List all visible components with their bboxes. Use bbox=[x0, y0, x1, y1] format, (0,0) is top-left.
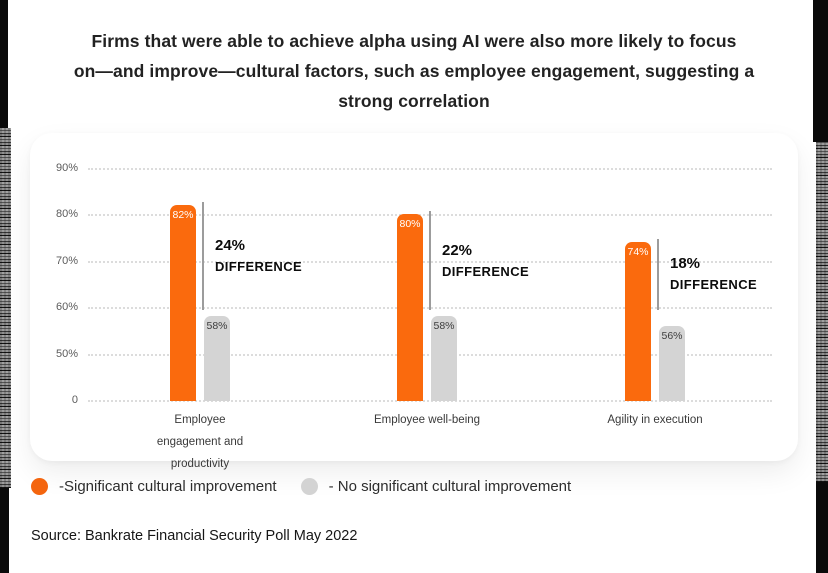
legend-label-no-significant: - No significant cultural improvement bbox=[328, 478, 572, 495]
bar-value-label: 56% bbox=[661, 329, 683, 342]
gridline bbox=[88, 167, 772, 170]
difference-value: 18% bbox=[670, 255, 701, 273]
chart-title-line-1: Firms that were able to achieve alpha us… bbox=[91, 31, 737, 51]
difference-value: 22% bbox=[442, 241, 473, 259]
photo-edge-left-grain bbox=[0, 128, 11, 488]
y-axis-tick-label: 70% bbox=[55, 254, 78, 267]
photo-edge-left-top bbox=[0, 0, 8, 128]
chart-card: 90% 80% 70% 60% 50% 0 82% 58% 24% DIFFERENCE Emplo… bbox=[30, 133, 798, 470]
bar-no-significant-1: 58% bbox=[431, 316, 457, 401]
legend-item-significant: -Significant cultural improvement bbox=[31, 478, 277, 495]
photo-edge-right-bottom bbox=[816, 482, 828, 573]
legend-dot-orange-icon bbox=[31, 478, 48, 495]
chart-legend: -Significant cultural improvement - No s… bbox=[31, 478, 571, 495]
difference-caption: DIFFERENCE bbox=[670, 277, 758, 293]
source-note: Source: Bankrate Financial Security Poll… bbox=[31, 528, 358, 544]
difference-annotation: 18% DIFFERENCE bbox=[670, 253, 828, 295]
bar-no-significant-0: 58% bbox=[204, 316, 230, 401]
photo-edge-left bbox=[0, 0, 12, 573]
bar-chart-plot-area: 90% 80% 70% 60% 50% 0 82% 58% 24% DIFFERENCE Emplo… bbox=[30, 133, 798, 470]
difference-caption: DIFFERENCE bbox=[215, 258, 303, 274]
bar-value-label: 58% bbox=[433, 320, 455, 333]
legend-item-no-significant: - No significant cultural improvement bbox=[300, 478, 572, 495]
category-label: Employee engagement and productivity bbox=[156, 414, 244, 470]
bar-value-label: 80% bbox=[399, 218, 421, 230]
bar-significant-0: 82% bbox=[170, 204, 196, 401]
legend-dot-gray-icon bbox=[300, 478, 318, 495]
chart-title: Firms that were able to achieve alpha us… bbox=[64, 26, 764, 116]
chart-title-line-3: strong correlation bbox=[338, 91, 490, 111]
difference-line bbox=[429, 211, 431, 310]
category-label: Employee well-being bbox=[373, 414, 481, 426]
difference-line bbox=[657, 238, 659, 310]
bar-value-label: 74% bbox=[627, 245, 649, 258]
gridline bbox=[88, 353, 772, 356]
photo-edge-right-grain bbox=[816, 142, 828, 482]
difference-value: 24% bbox=[215, 236, 246, 254]
bar-no-significant-2: 56% bbox=[659, 325, 685, 401]
chart-title-line-2: on—and improve—cultural factors, such as… bbox=[73, 61, 755, 81]
difference-annotation: 22% DIFFERENCE bbox=[442, 240, 602, 282]
y-axis-tick-label: 0 bbox=[71, 394, 78, 406]
difference-line bbox=[202, 201, 204, 310]
y-axis-tick-label: 50% bbox=[55, 347, 78, 360]
bar-value-label: 82% bbox=[172, 208, 194, 221]
category-label: Agility in execution bbox=[607, 414, 703, 426]
photo-edge-left-bottom bbox=[0, 488, 9, 573]
y-axis-tick-label: 80% bbox=[55, 208, 78, 220]
bar-significant-1: 80% bbox=[397, 214, 423, 401]
gridline bbox=[88, 400, 772, 402]
y-axis-tick-label: 60% bbox=[55, 301, 78, 313]
bar-significant-2: 74% bbox=[625, 241, 651, 401]
bar-value-label: 58% bbox=[206, 320, 228, 333]
y-axis-tick-label: 90% bbox=[55, 161, 78, 174]
difference-caption: DIFFERENCE bbox=[442, 263, 530, 279]
legend-label-significant: -Significant cultural improvement bbox=[59, 478, 277, 495]
photo-edge-right-top bbox=[813, 0, 828, 142]
difference-annotation: 24% DIFFERENCE bbox=[215, 235, 375, 277]
